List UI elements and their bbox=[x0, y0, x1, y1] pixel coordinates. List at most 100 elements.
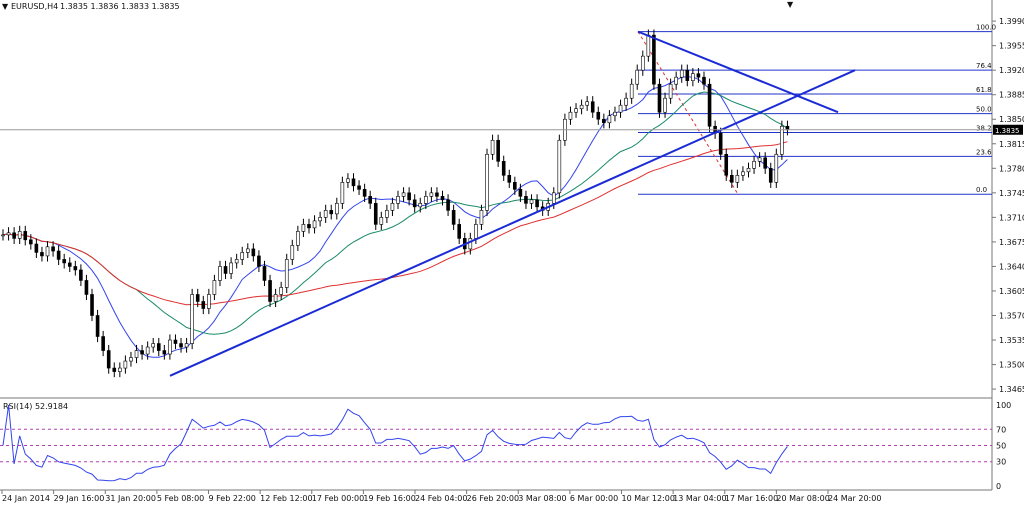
candle-body bbox=[730, 175, 734, 183]
candle-body bbox=[674, 76, 678, 85]
candle-body bbox=[106, 350, 111, 369]
rsi-panel: 100 70 50 30 0 bbox=[0, 401, 1011, 491]
candle-body bbox=[90, 294, 94, 316]
candle-body bbox=[162, 350, 167, 355]
candle-body bbox=[151, 343, 156, 348]
time-tick-label: 13 Mar 04:00 bbox=[673, 494, 726, 503]
time-tick-label: 29 Jan 16:00 bbox=[54, 494, 105, 503]
candle-body bbox=[746, 168, 751, 173]
candle-body bbox=[518, 189, 523, 197]
candle-body bbox=[596, 111, 601, 120]
candle-body bbox=[290, 245, 295, 260]
price-tick-label: 1.3710 bbox=[999, 213, 1024, 222]
symbol-dropdown-icon[interactable]: ▼ bbox=[2, 2, 9, 11]
candle-body bbox=[240, 252, 245, 260]
candle-body bbox=[496, 139, 500, 162]
candle-body bbox=[535, 199, 539, 208]
candle-body bbox=[501, 160, 506, 176]
candle-body bbox=[707, 83, 712, 127]
candle-body bbox=[524, 196, 528, 204]
candle-body bbox=[407, 192, 411, 201]
candle-body bbox=[702, 76, 706, 85]
candle-body bbox=[657, 83, 662, 113]
candle-body bbox=[646, 34, 651, 57]
candle-body bbox=[513, 182, 517, 190]
candle-body bbox=[134, 350, 139, 358]
time-tick-label: 20 Mar 08:00 bbox=[776, 494, 829, 503]
candle-body bbox=[385, 210, 389, 218]
ma-fast-line bbox=[2, 76, 788, 358]
price-tick-label: 1.3990 bbox=[999, 17, 1024, 26]
time-tick-label: 24 Feb 04:00 bbox=[415, 494, 467, 503]
candle-body bbox=[579, 104, 584, 110]
candle-body bbox=[774, 153, 779, 183]
price-tick-label: 1.3955 bbox=[999, 42, 1024, 51]
candle-body bbox=[268, 280, 272, 302]
candle-body bbox=[396, 196, 400, 204]
time-tick-label: 3 Mar 08:00 bbox=[518, 494, 566, 503]
candle-body bbox=[629, 83, 634, 99]
candle-body bbox=[390, 203, 395, 211]
current-price-box bbox=[993, 124, 1023, 135]
downtrend-line bbox=[637, 30, 839, 114]
candle-body bbox=[613, 111, 617, 117]
price-tick-label: 1.3605 bbox=[999, 287, 1024, 296]
candle-body bbox=[257, 255, 261, 267]
time-tick-label: 5 Feb 08:00 bbox=[157, 494, 204, 503]
candle-body bbox=[340, 182, 345, 204]
price-tick-label: 1.3745 bbox=[999, 189, 1024, 198]
candle-body bbox=[251, 248, 256, 257]
candle-body bbox=[262, 266, 267, 281]
time-tick-label: 9 Feb 22:00 bbox=[209, 494, 256, 503]
price-tick-label: 1.3640 bbox=[999, 262, 1024, 271]
candle-body bbox=[145, 346, 150, 355]
candle-body bbox=[507, 175, 512, 183]
candle-body bbox=[768, 168, 773, 183]
candle-body bbox=[234, 259, 239, 264]
candle-body bbox=[362, 189, 367, 197]
candle-body bbox=[173, 339, 178, 344]
price-tick-label: 1.3815 bbox=[999, 140, 1024, 149]
rsi-label: RSI(14) 52.9184 bbox=[3, 402, 68, 411]
time-tick-label: 10 Mar 12:00 bbox=[622, 494, 675, 503]
candle-body bbox=[557, 139, 562, 194]
candle-body bbox=[379, 217, 384, 225]
fib-level-label: 100.0 bbox=[976, 24, 996, 32]
candle-body bbox=[112, 367, 117, 372]
scroll-marker-icon[interactable]: ▼ bbox=[787, 0, 794, 9]
price-axis: 1.3990 1.3955 1.3920 1.3885 1.3850 1.3815 1.37… bbox=[992, 17, 1024, 394]
candle-body bbox=[412, 199, 417, 208]
candle-body bbox=[741, 171, 745, 176]
candle-body bbox=[485, 153, 489, 211]
time-tick-label: 6 Mar 00:00 bbox=[570, 494, 618, 503]
fib-level-label: 50.0 bbox=[976, 106, 992, 114]
candle-body bbox=[79, 269, 83, 281]
time-tick-label: 19 Feb 16:00 bbox=[363, 494, 415, 503]
candle-body bbox=[585, 101, 589, 106]
candle-body bbox=[446, 199, 450, 211]
candle-body bbox=[652, 34, 656, 85]
time-tick-label: 26 Feb 20:00 bbox=[467, 494, 519, 503]
candle-body bbox=[245, 248, 250, 253]
candle-body bbox=[640, 55, 645, 71]
candle-body bbox=[602, 118, 606, 124]
candle-body bbox=[735, 175, 740, 183]
price-tick-label: 1.3885 bbox=[999, 91, 1024, 100]
candle-body bbox=[696, 73, 701, 78]
candle-body bbox=[335, 203, 339, 215]
candle-body bbox=[223, 266, 228, 274]
candle-body bbox=[1, 234, 5, 237]
candle-body bbox=[757, 157, 762, 162]
candle-body bbox=[785, 125, 790, 131]
candle-body bbox=[156, 343, 161, 351]
candle-body bbox=[184, 343, 189, 348]
uptrend-line bbox=[169, 69, 856, 377]
candle-body bbox=[718, 132, 723, 155]
candle-body bbox=[84, 280, 89, 295]
candle-body bbox=[118, 367, 122, 372]
candle-body bbox=[590, 101, 595, 113]
moving-averages bbox=[2, 76, 788, 358]
candle-body bbox=[12, 232, 16, 239]
